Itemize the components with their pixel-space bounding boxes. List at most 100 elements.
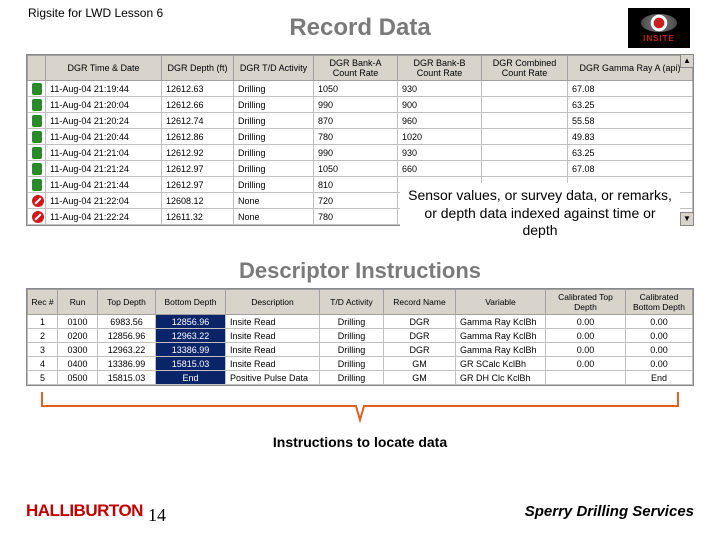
cell: 5	[28, 371, 58, 385]
cell: 780	[314, 209, 398, 225]
cell: 0100	[58, 315, 98, 329]
cell: 11-Aug-04 21:20:44	[46, 129, 162, 145]
column-header[interactable]: Record Name	[384, 290, 456, 315]
cell: 660	[398, 161, 482, 177]
cell: 11-Aug-04 21:20:24	[46, 113, 162, 129]
cell: 1	[28, 315, 58, 329]
cell: Drilling	[234, 145, 314, 161]
cell: Gamma Ray KclBh	[456, 315, 546, 329]
cell: 12963.22	[98, 343, 156, 357]
cell: None	[234, 209, 314, 225]
ok-icon	[32, 115, 42, 127]
table-row[interactable]: 11-Aug-04 21:20:0412612.66Drilling990900…	[28, 97, 693, 113]
cell: Drilling	[320, 357, 384, 371]
bracket-icon	[40, 390, 680, 426]
column-header[interactable]: Calibrated Bottom Depth	[626, 290, 693, 315]
cell: 11-Aug-04 21:22:24	[46, 209, 162, 225]
title-record-data: Record Data	[0, 14, 720, 42]
cell: 67.08	[568, 161, 693, 177]
cell: 12612.66	[162, 97, 234, 113]
column-header[interactable]: Run	[58, 290, 98, 315]
cell: 0.00	[626, 357, 693, 371]
stop-icon	[32, 211, 44, 223]
cell: 12856.96	[98, 329, 156, 343]
table-row[interactable]: 3030012963.2213386.99Insite ReadDrilling…	[28, 343, 693, 357]
callout-sensor-values: Sensor values, or survey data, or remark…	[400, 183, 680, 244]
column-header[interactable]: Top Depth	[98, 290, 156, 315]
cell: 930	[398, 145, 482, 161]
table-row[interactable]: 5050015815.03EndPositive Pulse DataDrill…	[28, 371, 693, 385]
cell: Drilling	[320, 329, 384, 343]
stop-icon	[32, 195, 44, 207]
cell: 960	[398, 113, 482, 129]
sperry-logo: Sperry Drilling Services	[525, 503, 694, 520]
cell: 0.00	[626, 329, 693, 343]
cell: 12963.22	[156, 329, 226, 343]
cell: Drilling	[320, 315, 384, 329]
table-row[interactable]: 11-Aug-04 21:21:2412612.97Drilling105066…	[28, 161, 693, 177]
cell: 930	[398, 81, 482, 97]
cell	[482, 129, 568, 145]
cell	[482, 81, 568, 97]
cell: 15815.03	[156, 357, 226, 371]
table-row[interactable]: 11-Aug-04 21:20:4412612.86Drilling780102…	[28, 129, 693, 145]
halliburton-logo: HALLIBURTON	[26, 501, 143, 521]
column-header[interactable]: DGR Depth (ft)	[162, 56, 234, 81]
column-header[interactable]: Bottom Depth	[156, 290, 226, 315]
table-row[interactable]: 101006983.5612856.96Insite ReadDrillingD…	[28, 315, 693, 329]
cell: 63.25	[568, 97, 693, 113]
column-header[interactable]: Description	[226, 290, 320, 315]
column-header[interactable]	[28, 56, 46, 81]
cell: GM	[384, 371, 456, 385]
cell: 13386.99	[98, 357, 156, 371]
cell: 12612.97	[162, 161, 234, 177]
cell: Drilling	[234, 113, 314, 129]
column-header[interactable]: DGR Combined Count Rate	[482, 56, 568, 81]
callout-instructions: Instructions to locate data	[0, 434, 720, 450]
scroll-down-icon[interactable]: ▼	[680, 212, 694, 226]
cell: 0500	[58, 371, 98, 385]
column-header[interactable]: DGR T/D Activity	[234, 56, 314, 81]
cell: None	[234, 193, 314, 209]
column-header[interactable]: Calibrated Top Depth	[546, 290, 626, 315]
cell: 12611.32	[162, 209, 234, 225]
ok-icon	[32, 83, 42, 95]
cell	[482, 97, 568, 113]
cell: 0.00	[546, 343, 626, 357]
column-header[interactable]: DGR Bank-B Count Rate	[398, 56, 482, 81]
cell: 63.25	[568, 145, 693, 161]
cell: 720	[314, 193, 398, 209]
cell	[546, 371, 626, 385]
cell: Insite Read	[226, 329, 320, 343]
table-row[interactable]: 11-Aug-04 21:20:2412612.74Drilling870960…	[28, 113, 693, 129]
cell: 0.00	[546, 315, 626, 329]
cell: 2	[28, 329, 58, 343]
column-header[interactable]: DGR Gamma Ray A (api)	[568, 56, 693, 81]
cell: 11-Aug-04 21:20:04	[46, 97, 162, 113]
table-row[interactable]: 11-Aug-04 21:19:4412612.63Drilling105093…	[28, 81, 693, 97]
cell: 11-Aug-04 21:22:04	[46, 193, 162, 209]
cell: 12856.96	[156, 315, 226, 329]
column-header[interactable]: DGR Bank-A Count Rate	[314, 56, 398, 81]
scroll-up-icon[interactable]: ▲	[680, 54, 694, 68]
ok-icon	[32, 147, 42, 159]
insite-logo: INSITE	[628, 8, 690, 48]
column-header[interactable]: T/D Activity	[320, 290, 384, 315]
cell: 12612.86	[162, 129, 234, 145]
cell: 11-Aug-04 21:21:24	[46, 161, 162, 177]
cell: Insite Read	[226, 357, 320, 371]
cell: GR DH Clc KclBh	[456, 371, 546, 385]
cell: Gamma Ray KclBh	[456, 329, 546, 343]
cell: Drilling	[234, 81, 314, 97]
column-header[interactable]: Rec #	[28, 290, 58, 315]
table-row[interactable]: 2020012856.9612963.22Insite ReadDrilling…	[28, 329, 693, 343]
cell: 990	[314, 145, 398, 161]
cell: 11-Aug-04 21:19:44	[46, 81, 162, 97]
cell: DGR	[384, 329, 456, 343]
table-row[interactable]: 4040013386.9915815.03Insite ReadDrilling…	[28, 357, 693, 371]
column-header[interactable]: Variable	[456, 290, 546, 315]
table-row[interactable]: 11-Aug-04 21:21:0412612.92Drilling990930…	[28, 145, 693, 161]
column-header[interactable]: DGR Time & Date	[46, 56, 162, 81]
cell: 0200	[58, 329, 98, 343]
ok-icon	[32, 99, 42, 111]
